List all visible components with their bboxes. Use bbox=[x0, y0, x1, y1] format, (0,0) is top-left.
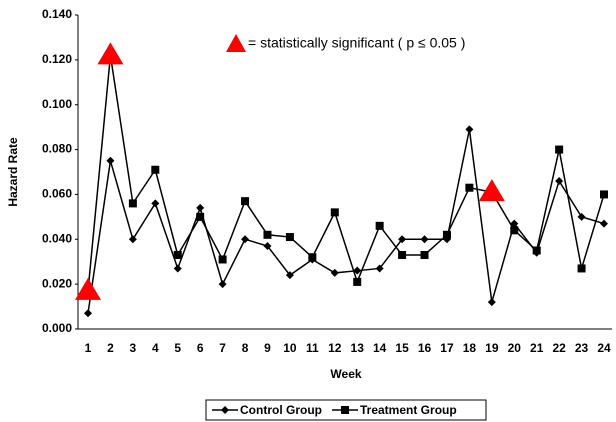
square-marker bbox=[173, 250, 182, 259]
square-marker bbox=[465, 183, 474, 192]
x-tick-label: 11 bbox=[306, 341, 319, 355]
diamond-marker bbox=[218, 280, 227, 289]
square-marker bbox=[218, 255, 227, 264]
significant-marker bbox=[478, 179, 505, 202]
x-tick-label: 4 bbox=[152, 341, 159, 355]
x-tick-label: 7 bbox=[219, 341, 226, 355]
legend-label: Treatment Group bbox=[360, 403, 457, 417]
diamond-marker bbox=[398, 235, 407, 244]
square-marker bbox=[151, 165, 160, 174]
x-tick-label: 6 bbox=[197, 341, 204, 355]
diamond-marker bbox=[151, 199, 160, 208]
y-tick-label: 0.060 bbox=[42, 187, 72, 201]
diamond-marker bbox=[465, 125, 474, 134]
square-marker bbox=[510, 226, 519, 235]
x-tick-label: 12 bbox=[328, 341, 342, 355]
square-marker bbox=[442, 230, 451, 239]
y-tick-label: 0.040 bbox=[42, 231, 72, 245]
x-tick-label: 13 bbox=[351, 341, 365, 355]
diamond-marker bbox=[196, 203, 205, 212]
legend-marker bbox=[341, 406, 349, 414]
x-tick-label: 17 bbox=[440, 341, 454, 355]
series-line bbox=[87, 129, 605, 314]
square-marker bbox=[308, 253, 317, 262]
x-tick-label: 20 bbox=[508, 341, 522, 355]
square-marker bbox=[330, 208, 339, 217]
diamond-marker bbox=[487, 298, 496, 307]
diamond-marker bbox=[263, 242, 272, 251]
square-marker bbox=[600, 190, 608, 199]
square-marker bbox=[577, 264, 586, 273]
square-marker bbox=[263, 230, 272, 239]
y-tick-label: 0.080 bbox=[42, 142, 72, 156]
square-marker bbox=[375, 221, 384, 230]
x-tick-label: 10 bbox=[283, 341, 297, 355]
diamond-marker bbox=[577, 212, 586, 221]
square-marker bbox=[353, 277, 362, 286]
x-tick-label: 5 bbox=[174, 341, 181, 355]
x-tick-label: 23 bbox=[575, 341, 589, 355]
diamond-marker bbox=[285, 271, 294, 280]
square-marker bbox=[555, 145, 564, 154]
x-tick-label: 16 bbox=[418, 341, 432, 355]
square-marker bbox=[398, 250, 407, 259]
square-marker bbox=[241, 197, 250, 206]
diamond-marker bbox=[420, 235, 429, 244]
square-marker bbox=[128, 199, 137, 208]
diamond-marker bbox=[600, 219, 608, 228]
diamond-marker bbox=[555, 176, 564, 185]
x-tick-label: 1 bbox=[85, 341, 92, 355]
square-marker bbox=[196, 212, 205, 221]
x-tick-label: 15 bbox=[395, 341, 409, 355]
legend-marker bbox=[221, 406, 229, 414]
y-tick-label: 0.100 bbox=[42, 97, 72, 111]
diamond-marker bbox=[375, 264, 384, 273]
square-marker bbox=[285, 233, 294, 242]
diamond-marker bbox=[353, 266, 362, 275]
annotation-marker bbox=[226, 34, 246, 52]
x-tick-label: 8 bbox=[242, 341, 249, 355]
diamond-marker bbox=[173, 264, 182, 273]
x-axis-label: Week bbox=[330, 367, 361, 381]
y-tick-label: 0.140 bbox=[42, 7, 72, 21]
legend-label: Control Group bbox=[240, 403, 322, 417]
diamond-marker bbox=[106, 156, 115, 165]
x-tick-label: 19 bbox=[485, 341, 499, 355]
series-line bbox=[87, 55, 605, 291]
x-tick-label: 9 bbox=[264, 341, 271, 355]
y-tick-label: 0.120 bbox=[42, 52, 72, 66]
y-tick-label: 0.000 bbox=[42, 321, 72, 335]
x-tick-label: 3 bbox=[130, 341, 137, 355]
annotation: = statistically significant ( p ≤ 0.05 ) bbox=[248, 35, 465, 51]
square-marker bbox=[532, 246, 541, 255]
y-axis-label: Hazard Rate bbox=[6, 137, 20, 207]
square-marker bbox=[420, 250, 429, 259]
legend-box bbox=[205, 399, 487, 421]
x-tick-label: 21 bbox=[530, 341, 544, 355]
x-tick-label: 24 bbox=[597, 341, 611, 355]
significant-marker bbox=[97, 42, 124, 65]
x-tick-label: 18 bbox=[463, 341, 477, 355]
y-tick-label: 0.020 bbox=[42, 276, 72, 290]
x-tick-label: 2 bbox=[107, 341, 114, 355]
x-tick-label: 22 bbox=[552, 341, 566, 355]
x-tick-label: 14 bbox=[373, 341, 387, 355]
diamond-marker bbox=[330, 268, 339, 277]
diamond-marker bbox=[241, 235, 250, 244]
diamond-marker bbox=[128, 235, 137, 244]
diamond-marker bbox=[84, 309, 92, 318]
significant-marker bbox=[75, 277, 101, 300]
